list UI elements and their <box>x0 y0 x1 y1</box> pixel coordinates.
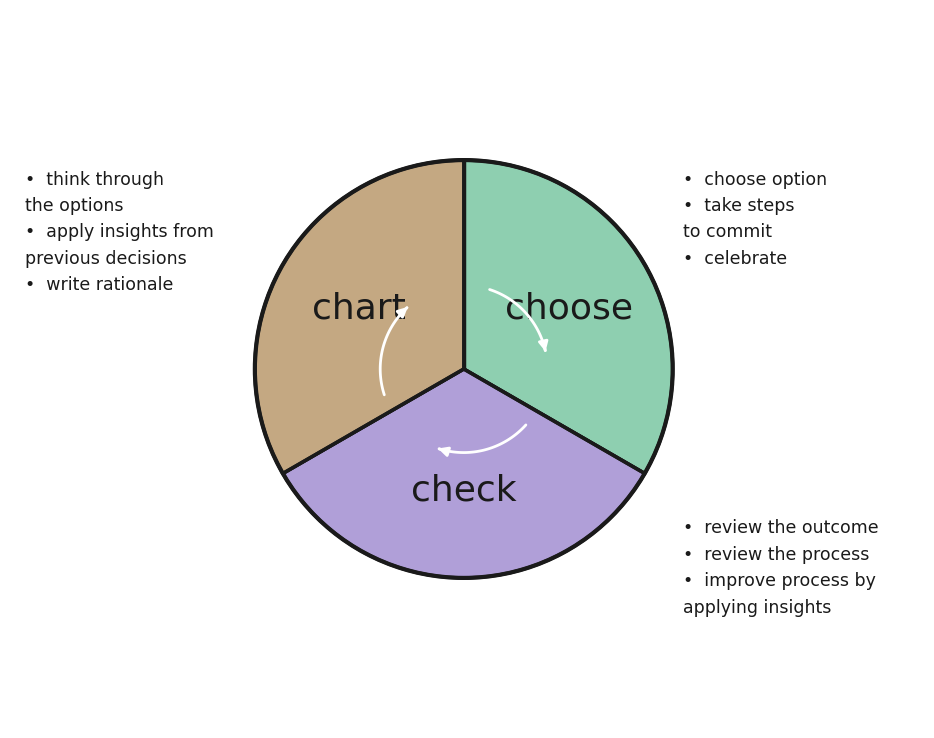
Text: choose: choose <box>504 292 632 325</box>
Text: •  think through
the options
•  apply insights from
previous decisions
•  write : • think through the options • apply insi… <box>25 170 214 294</box>
Text: chart: chart <box>312 292 405 325</box>
Text: •  choose option
•  take steps
to commit
•  celebrate: • choose option • take steps to commit •… <box>683 170 828 268</box>
Wedge shape <box>464 160 672 474</box>
Text: •  review the outcome
•  review the process
•  improve process by
applying insig: • review the outcome • review the proces… <box>683 520 879 617</box>
Wedge shape <box>255 160 464 474</box>
Wedge shape <box>283 369 644 578</box>
Text: check: check <box>411 473 517 507</box>
